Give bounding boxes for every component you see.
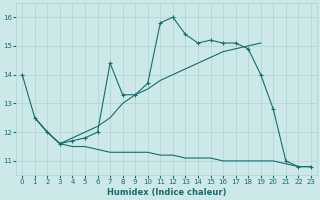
X-axis label: Humidex (Indice chaleur): Humidex (Indice chaleur) [107,188,226,197]
